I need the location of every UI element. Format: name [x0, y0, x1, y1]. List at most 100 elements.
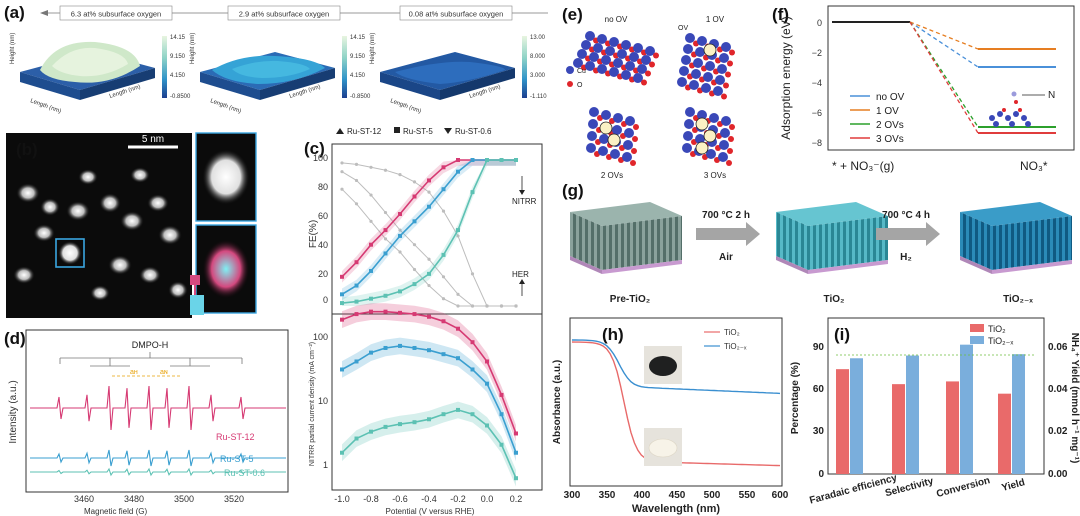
e-o-atom — [631, 148, 637, 154]
c-her-point — [369, 165, 373, 169]
c-bot-point — [383, 424, 388, 429]
e-cu-atom — [721, 116, 731, 126]
c-her-point — [354, 162, 359, 166]
h-legend-tio2: TiO₂ — [724, 328, 740, 337]
e-o-atom — [653, 52, 659, 59]
e-cu-atom — [613, 113, 623, 123]
e-cu-atom — [597, 34, 607, 44]
c-bot-point — [470, 412, 475, 417]
panel-g: (g) — [560, 180, 1080, 310]
c-top-point — [398, 289, 402, 294]
e-o-atom — [727, 148, 733, 154]
f-xlabel-left: * + NO₃⁻(g) — [832, 159, 894, 173]
e-cu-atom — [697, 36, 707, 46]
e-o-atom — [725, 71, 731, 78]
e-o-atom — [632, 136, 638, 142]
eds-key-o — [190, 275, 200, 285]
h-xlabel: Wavelength (nm) — [632, 503, 721, 515]
c-xtick-2: -0.6 — [392, 494, 408, 504]
f-ytick-6: −6 — [812, 108, 822, 118]
e-cu-atom — [683, 131, 693, 141]
d-spectrum-1 — [30, 449, 286, 467]
c-her-point — [441, 209, 446, 213]
panel-c-bottom-frame — [331, 313, 543, 491]
c-bot-point — [441, 412, 446, 417]
panel-a-height-1: Height (nm) — [10, 33, 16, 64]
c-bot-point — [340, 317, 344, 322]
h-xtick-500: 500 — [704, 490, 721, 501]
f-inset-structure — [989, 91, 1031, 127]
c-her-point — [340, 187, 344, 191]
c-xtick-0: -1.0 — [334, 494, 350, 504]
e-cu-atom — [679, 66, 689, 76]
panel-h-svg: (h) Absorbance (a.u.) TiO₂ TiO₂₋ₓ 300 35… — [552, 317, 789, 515]
c-top-point — [427, 178, 431, 183]
e-o-atom — [723, 82, 729, 89]
stem-highlight-box — [55, 238, 85, 268]
c-bot-point — [499, 442, 504, 447]
e-cu-atom — [719, 53, 729, 63]
f-legend: no OV 1 OV 2 OVs 3 OVs — [850, 92, 905, 145]
e-cu-atom — [645, 46, 655, 56]
c-bot-point — [427, 417, 431, 422]
f-dash-2 — [909, 21, 979, 128]
c-her-point — [340, 161, 344, 165]
panel-e: (e) no OV 1 OV 2 OVs 3 OVs OV Cu O — [560, 0, 770, 180]
panel-a-height-3: Height (nm) — [370, 33, 376, 64]
c-nitrr-arrowhead — [519, 190, 525, 195]
c-bot-point — [441, 352, 446, 357]
e-cu-atom — [629, 52, 639, 62]
e-cu-atom — [691, 69, 701, 79]
panel-h: (h) Absorbance (a.u.) TiO₂ TiO₂₋ₓ 300 35… — [540, 310, 790, 516]
e-cu-atom — [621, 70, 631, 80]
d-series-ru-st-0-6: Ru-ST-0.6 — [224, 468, 265, 478]
c-bot-point — [441, 319, 446, 324]
panel-c-top-yticks: 100 80 60 40 20 0 — [313, 153, 328, 305]
afm-surface-2: Length (nm) Length (nm) Height (nm) — [190, 33, 335, 115]
panel-h-label: (h) — [602, 325, 624, 344]
e-cu-atom — [709, 113, 719, 123]
c-bot-point — [456, 356, 460, 361]
c-her-point — [427, 257, 431, 261]
i-bar-0-1 — [892, 384, 905, 474]
i-bar-0-2 — [946, 381, 959, 474]
panel-a: (a) 6.3 at% subsurface oxygen 2.9 at% su… — [0, 0, 560, 120]
panel-i-label: (i) — [834, 325, 850, 344]
c-her-point — [412, 243, 417, 247]
e-cu-atom — [622, 152, 632, 162]
c-her-point — [369, 219, 373, 223]
c-top-point — [441, 187, 446, 192]
e-crystal-structures — [573, 31, 735, 166]
c-her-point — [383, 210, 388, 215]
e-cu-atom — [585, 31, 595, 41]
e-cu-atom — [589, 52, 599, 62]
f-ytick-2: −2 — [812, 48, 822, 58]
c-top-ytick-40: 40 — [318, 240, 328, 250]
c-bot-point — [398, 422, 402, 427]
h-ylabel: Absorbance (a.u.) — [552, 360, 563, 444]
c-bot-point — [340, 367, 344, 372]
cb3-t1: 8.000 — [530, 54, 546, 60]
panel-c-svg: (c) Ru-ST-12 Ru-ST-5 Ru-ST-0.6 100 80 60… — [304, 127, 543, 516]
i-bar-0-3 — [998, 393, 1011, 474]
panel-g-label: (g) — [562, 181, 584, 200]
g-item-tio2-x: TiO₂₋ₓ — [1003, 294, 1033, 305]
i-legend-swatch-tio2 — [970, 324, 984, 332]
i-rtick-0: 0.00 — [1048, 469, 1068, 480]
e-cu-atom — [717, 64, 727, 74]
e-cu-atom — [684, 119, 694, 129]
e-cu-atom — [621, 40, 631, 50]
scale-label: 5 nm — [142, 134, 164, 145]
c-bot-point — [470, 340, 475, 345]
e-cu-atom — [599, 134, 609, 144]
f-ylabel: Adsorption energy (eV) — [779, 16, 793, 139]
c-bot-point — [427, 348, 431, 353]
c-her-label: HER — [512, 270, 529, 279]
e-cu-atom — [683, 44, 693, 54]
panel-f-label: (f) — [772, 5, 789, 24]
c-top-point — [499, 158, 504, 162]
panel-f-svg: (f) Adsorption energy (eV) 0 −2 −4 −6 −8… — [772, 4, 1075, 173]
h-xtick-450: 450 — [669, 490, 686, 501]
cb1-t2: 4.150 — [170, 73, 186, 79]
c-top-ytick-100: 100 — [313, 153, 328, 163]
